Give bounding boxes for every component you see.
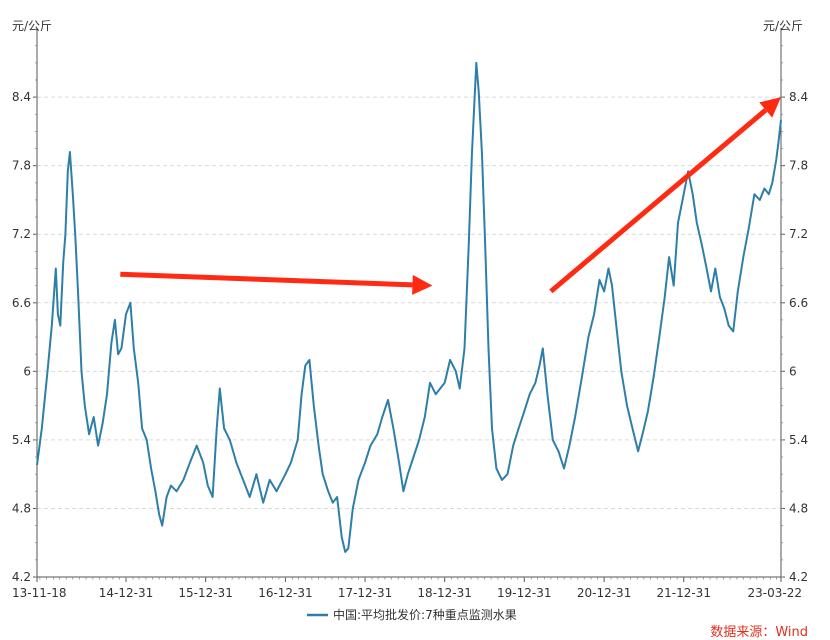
- y-tick-label-right: 4.8: [789, 501, 808, 515]
- trend-arrow-head: [412, 274, 433, 295]
- grid-lines: [37, 96, 781, 578]
- y-tick-label-left: 5.4: [12, 433, 31, 447]
- x-axis-ticks: 13-11-18 14-12-31 15-12-31 16-12-31 17-12-31…: [12, 577, 802, 600]
- trend-arrows: [120, 97, 781, 295]
- legend: 中国:平均批发价:7种重点监测水果: [307, 607, 517, 622]
- x-tick-label: 14-12-31: [99, 586, 153, 600]
- y-tick-label-left: 4.8: [12, 501, 31, 515]
- legend-label: 中国:平均批发价:7种重点监测水果: [333, 607, 517, 622]
- y-axis-left-unit: 元/公斤: [12, 19, 52, 33]
- y-tick-label-right: 7.2: [789, 227, 808, 241]
- source-label: 数据来源：Wind: [710, 625, 808, 640]
- x-tick-label: 15-12-31: [178, 586, 232, 600]
- y-axis-left-ticks: 4.2 4.8 5.4 6 6.6 7.2 7.8 8.4: [12, 45, 37, 584]
- y-tick-label-right: 6: [789, 364, 797, 378]
- y-axis-right-unit: 元/公斤: [763, 19, 803, 33]
- y-tick-label-left: 4.2: [12, 570, 31, 584]
- y-tick-label-right: 6.6: [789, 296, 808, 310]
- y-tick-label-right: 5.4: [789, 433, 808, 447]
- x-tick-label: 20-12-31: [577, 586, 631, 600]
- x-tick-label: 23-03-22: [748, 586, 802, 600]
- y-tick-label-left: 7.8: [12, 159, 31, 173]
- x-tick-label: 13-11-18: [12, 586, 66, 600]
- y-tick-label-right: 4.2: [789, 570, 808, 584]
- y-tick-label-left: 7.2: [12, 227, 31, 241]
- y-tick-label-left: 6: [23, 364, 31, 378]
- y-tick-label-left: 6.6: [12, 296, 31, 310]
- y-tick-label-right: 8.4: [789, 90, 808, 104]
- x-tick-label: 19-12-31: [497, 586, 551, 600]
- series-line: [36, 61, 782, 553]
- x-tick-label: 16-12-31: [258, 586, 312, 600]
- x-tick-label: 17-12-31: [338, 586, 392, 600]
- trend-arrow-head: [759, 97, 781, 118]
- y-axis-right-ticks: 4.2 4.8 5.4 6 6.6 7.2 7.8 8.4: [781, 45, 808, 584]
- trend-arrow-shaft: [120, 271, 413, 288]
- x-tick-label: 18-12-31: [417, 586, 471, 600]
- x-tick-label: 21-12-31: [656, 586, 710, 600]
- series-layer: [36, 61, 782, 553]
- trend-arrow-shaft: [549, 108, 768, 294]
- y-tick-label-right: 7.8: [789, 159, 808, 173]
- y-tick-label-left: 8.4: [12, 90, 31, 104]
